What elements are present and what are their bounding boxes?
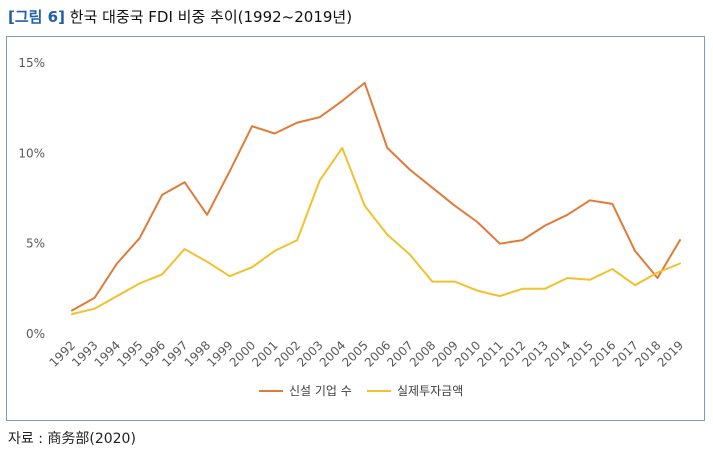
source-note: 자료 : 商务部(2020) [8,431,136,447]
x-tick-label: 2019 [655,338,686,369]
y-tick-label: 5% [26,237,45,251]
figure-title-text: 한국 대중국 FDI 비중 추이(1992~2019년) [69,8,353,26]
chart-frame: 0% 5% 10% 15% 1992 1993 1994 1995 1996 1997 1998 19… [6,36,705,421]
series-line-1 [71,81,681,312]
y-tick-label: 15% [18,56,45,70]
line-chart: 0%5%10%15%199219931994199519961997199819… [18,56,686,398]
legend-label-2: 실제투자금액 [397,384,463,398]
figure-title: [그림 6] 한국 대중국 FDI 비중 추이(1992~2019년) [8,6,352,27]
y-tick-label: 10% [18,146,45,160]
legend-label-1: 신설 기업 수 [289,384,352,398]
series-line-2 [71,146,681,316]
y-tick-label: 0% [26,327,45,341]
figure-tag: [그림 6] [8,8,65,26]
